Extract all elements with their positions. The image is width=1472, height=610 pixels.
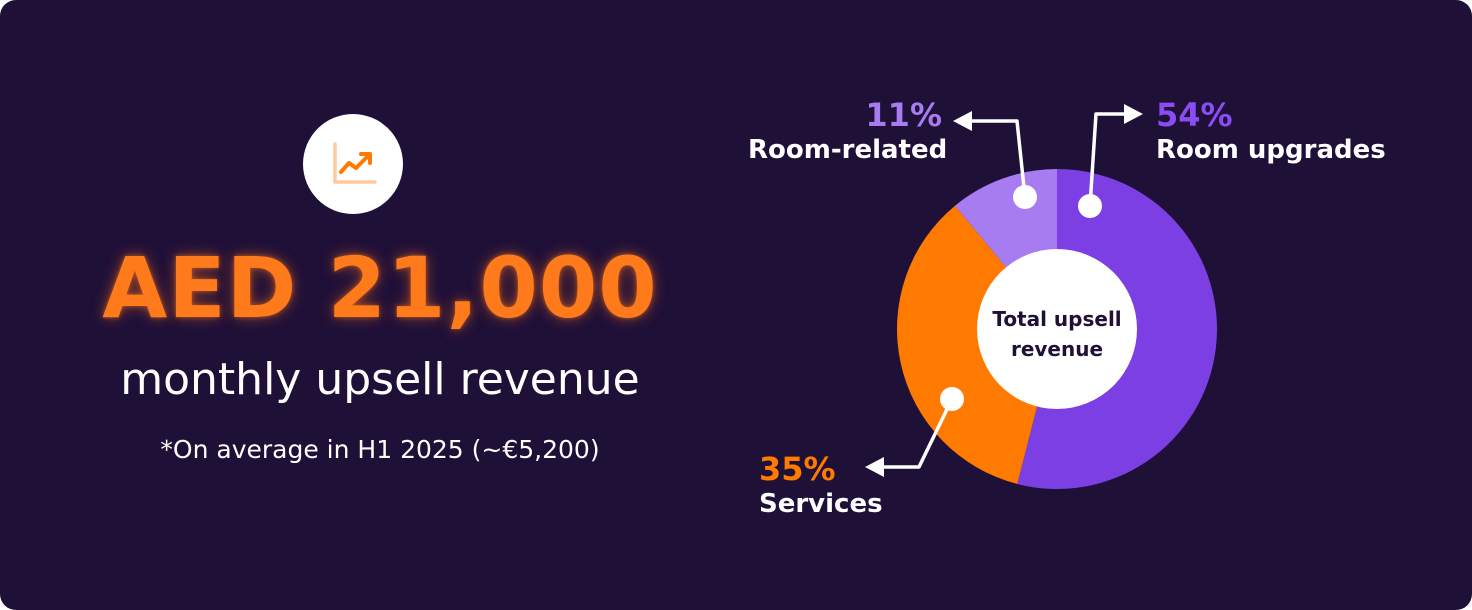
leader-arrow-room_upgrades (1124, 104, 1143, 124)
leader-dot-services (940, 387, 964, 411)
donut-slice-services (896, 205, 1057, 484)
donut-center-label: Total upsell revenue (992, 307, 1122, 361)
leader-line-room_related (970, 119, 1027, 198)
slice-label-room-related: 11% Room-related (748, 96, 948, 166)
leader-dot-room_upgrades (1078, 194, 1102, 218)
services-name: Services (759, 489, 883, 519)
leader-dot-room_related (1013, 185, 1037, 209)
room-related-percent: 11% (865, 96, 942, 134)
leader-line-room_upgrades (1088, 112, 1126, 207)
slice-label-room-upgrades: 54% Room upgrades (1156, 96, 1386, 166)
room-upgrades-percent: 54% (1156, 96, 1233, 134)
revenue-headline: AED 21,000 (102, 239, 658, 337)
revenue-subtitle: monthly upsell revenue (120, 354, 640, 405)
leader-line-services (882, 398, 954, 469)
leader-arrow-services (865, 457, 884, 477)
revenue-footnote: *On average in H1 2025 (~€5,200) (160, 435, 600, 464)
room-upgrades-name: Room upgrades (1156, 135, 1386, 165)
slice-label-services: 35% Services (759, 450, 883, 520)
trending-up-chart-icon (303, 114, 403, 214)
leader-arrow-room_related (953, 111, 972, 131)
services-percent: 35% (759, 450, 836, 488)
room-related-name: Room-related (748, 135, 948, 165)
donut-center-hole (977, 249, 1137, 409)
